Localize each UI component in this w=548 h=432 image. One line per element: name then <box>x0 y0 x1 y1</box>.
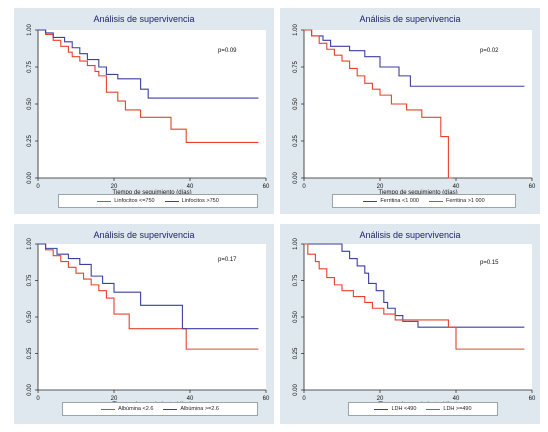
x-tick-label: 20 <box>377 396 384 402</box>
y-tick-label: 0.00 <box>27 384 33 396</box>
legend-swatch-red <box>426 408 441 410</box>
series-line-red <box>38 243 259 350</box>
y-tick-label: 0.75 <box>293 61 299 73</box>
y-tick-label: 0.00 <box>293 172 299 184</box>
y-tick-label: 0.75 <box>27 274 33 286</box>
chart-title: Análisis de supervivencia <box>93 230 195 240</box>
chart-panel-4: Análisis de supervivencia 0.00 0.25 0.50 0.… <box>280 224 540 424</box>
legend-label: LDH <490 <box>391 406 417 412</box>
series-line-red <box>38 29 259 144</box>
y-tick-label: 1.00 <box>27 24 33 36</box>
y-tick-label: 0.50 <box>27 311 33 323</box>
plot-area <box>304 244 532 390</box>
y-tick-label: 0.25 <box>27 135 33 147</box>
series-line-blue <box>38 29 259 99</box>
legend-label: LDH >=490 <box>443 406 472 412</box>
p-value-annotation: p=0.09 <box>218 48 237 54</box>
legend-label: Ferritina <1 000 <box>380 198 419 204</box>
y-tick-label: 1.00 <box>293 238 299 250</box>
x-tick-label: 20 <box>111 396 118 402</box>
x-axis-label: Tiempo de seguimiento (días) <box>112 190 191 196</box>
x-tick-label: 40 <box>187 184 194 190</box>
legend-label: Albúmina <2.6 <box>118 406 154 412</box>
legend: Linfocitos <=750 Linfocitos >750 <box>58 194 258 208</box>
chart-title: Análisis de supervivencia <box>93 14 195 24</box>
legend-swatch-blue <box>164 200 179 202</box>
legend-item: Linfocitos <=750 <box>97 198 155 204</box>
legend-swatch-red <box>101 408 116 410</box>
x-tick-label: 60 <box>529 396 536 402</box>
y-tick-label: 0.00 <box>293 384 299 396</box>
y-tick-label: 0.75 <box>27 61 33 73</box>
y-tick-label: 0.50 <box>293 98 299 110</box>
chart-panel-3: Análisis de supervivencia 0.00 0.25 0.50 0.… <box>14 224 274 424</box>
chart-plot: 0.00 0.25 0.50 0.75 1.00 0 20 40 60 Tiempo de seg… <box>27 24 270 196</box>
chart-title: Análisis de supervivencia <box>359 14 461 24</box>
legend-item: Albúmina <2.6 <box>101 406 153 412</box>
series-line-red <box>304 29 453 179</box>
x-tick-label: 40 <box>187 396 194 402</box>
p-value-annotation: p=0.02 <box>480 48 499 54</box>
legend-item: Ferritina >1 000 <box>429 198 485 204</box>
legend-item: LDH <490 <box>374 406 416 412</box>
legend-label: Linfocitos <=750 <box>114 198 155 204</box>
x-tick-label: 20 <box>111 184 118 190</box>
y-tick-label: 0.75 <box>293 274 299 286</box>
plot-area <box>38 30 266 178</box>
legend-swatch-red <box>429 200 443 202</box>
chart-title: Análisis de supervivencia <box>359 230 461 240</box>
chart-plot: 0.00 0.25 0.50 0.75 1.00 0 20 40 60 Tiempo de seg… <box>293 24 536 196</box>
legend-item: Ferritina <1 000 <box>363 198 419 204</box>
legend-swatch-blue <box>363 200 378 202</box>
x-tick-label: 60 <box>263 184 270 190</box>
x-tick-label: 60 <box>263 396 270 402</box>
plot-area <box>38 244 266 390</box>
y-tick-label: 0.25 <box>27 347 33 359</box>
y-tick-label: 0.25 <box>293 347 299 359</box>
y-tick-label: 1.00 <box>293 24 299 36</box>
x-tick-label: 40 <box>453 396 460 402</box>
x-tick-label: 0 <box>302 396 306 402</box>
legend: Ferritina <1 000 Ferritina >1 000 <box>332 194 516 208</box>
x-tick-label: 40 <box>453 184 460 190</box>
chart-panel-2: Análisis de supervivencia 0.00 0.25 0.50 0.… <box>280 8 540 214</box>
legend-item: Linfocitos >750 <box>164 198 219 204</box>
x-tick-label: 20 <box>377 184 384 190</box>
legend-swatch-blue <box>374 408 389 410</box>
y-tick-label: 1.00 <box>27 238 33 250</box>
legend: LDH <490 LDH >=490 <box>348 402 498 416</box>
legend-label: Albúmina >=2.6 <box>180 406 219 412</box>
p-value-annotation: p=0.15 <box>480 260 499 266</box>
series-line-blue <box>38 243 259 330</box>
x-tick-label: 0 <box>302 184 306 190</box>
x-tick-label: 60 <box>529 184 536 190</box>
y-tick-label: 0.50 <box>27 98 33 110</box>
legend-swatch-red <box>97 200 112 202</box>
legend: Albúmina <2.6 Albúmina >=2.6 <box>62 402 258 416</box>
y-tick-label: 0.00 <box>27 172 33 184</box>
series-line-red <box>304 243 525 350</box>
y-tick-label: 0.50 <box>293 311 299 323</box>
legend-item: LDH >=490 <box>426 406 472 412</box>
legend-label: Linfocitos >750 <box>181 198 219 204</box>
legend-label: Ferritina >1 000 <box>446 198 485 204</box>
x-axis-label: Tiempo de seguimiento (días) <box>378 190 457 196</box>
x-tick-label: 0 <box>36 396 40 402</box>
x-tick-label: 0 <box>36 184 40 190</box>
chart-panel-1: Análisis de supervivencia 0.00 0.25 0.50 0.… <box>14 8 274 214</box>
p-value-annotation: p=0.17 <box>218 257 237 263</box>
series-line-blue <box>304 243 525 328</box>
legend-swatch-blue <box>163 408 178 410</box>
legend-item: Albúmina >=2.6 <box>163 406 219 412</box>
series-line-blue <box>304 29 525 87</box>
y-tick-label: 0.25 <box>293 135 299 147</box>
